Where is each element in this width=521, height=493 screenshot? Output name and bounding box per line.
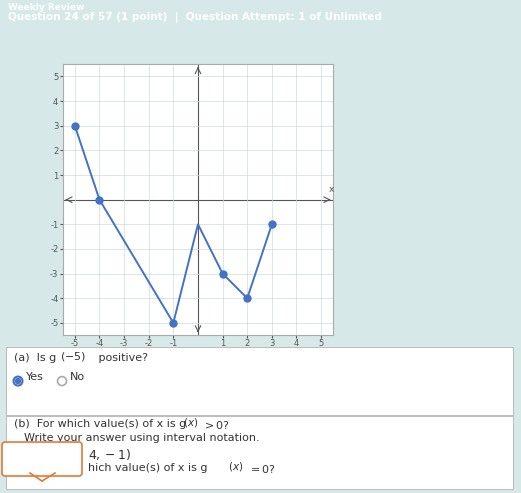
Text: $(x)$: $(x)$ — [183, 416, 199, 429]
Text: Yes: Yes — [26, 372, 44, 382]
Text: $> 0$?: $> 0$? — [202, 419, 230, 431]
FancyBboxPatch shape — [2, 442, 82, 476]
Text: x: x — [329, 184, 334, 193]
Text: $(x)$: $(x)$ — [228, 460, 243, 473]
FancyBboxPatch shape — [6, 416, 513, 489]
Polygon shape — [30, 473, 55, 481]
Text: $= 0$?: $= 0$? — [248, 463, 276, 475]
Text: positive?: positive? — [95, 353, 148, 363]
Text: (a)  Is g: (a) Is g — [14, 353, 56, 363]
Circle shape — [16, 379, 20, 384]
Text: hich value(s) of x is g: hich value(s) of x is g — [88, 463, 207, 473]
FancyBboxPatch shape — [6, 347, 513, 417]
Text: Weekly Review: Weekly Review — [8, 3, 84, 12]
Text: No: No — [70, 372, 85, 382]
Text: Question 24 of 57 (1 point)  |  Question Attempt: 1 of Unlimited: Question 24 of 57 (1 point) | Question A… — [8, 12, 382, 23]
Text: Try again: Try again — [18, 452, 66, 462]
Text: $4, -1)$: $4, -1)$ — [88, 447, 131, 462]
Text: Write your answer using interval notation.: Write your answer using interval notatio… — [24, 433, 259, 443]
Text: $(-5)$: $(-5)$ — [60, 350, 86, 363]
Text: (b)  For which value(s) of x is g: (b) For which value(s) of x is g — [14, 419, 186, 429]
